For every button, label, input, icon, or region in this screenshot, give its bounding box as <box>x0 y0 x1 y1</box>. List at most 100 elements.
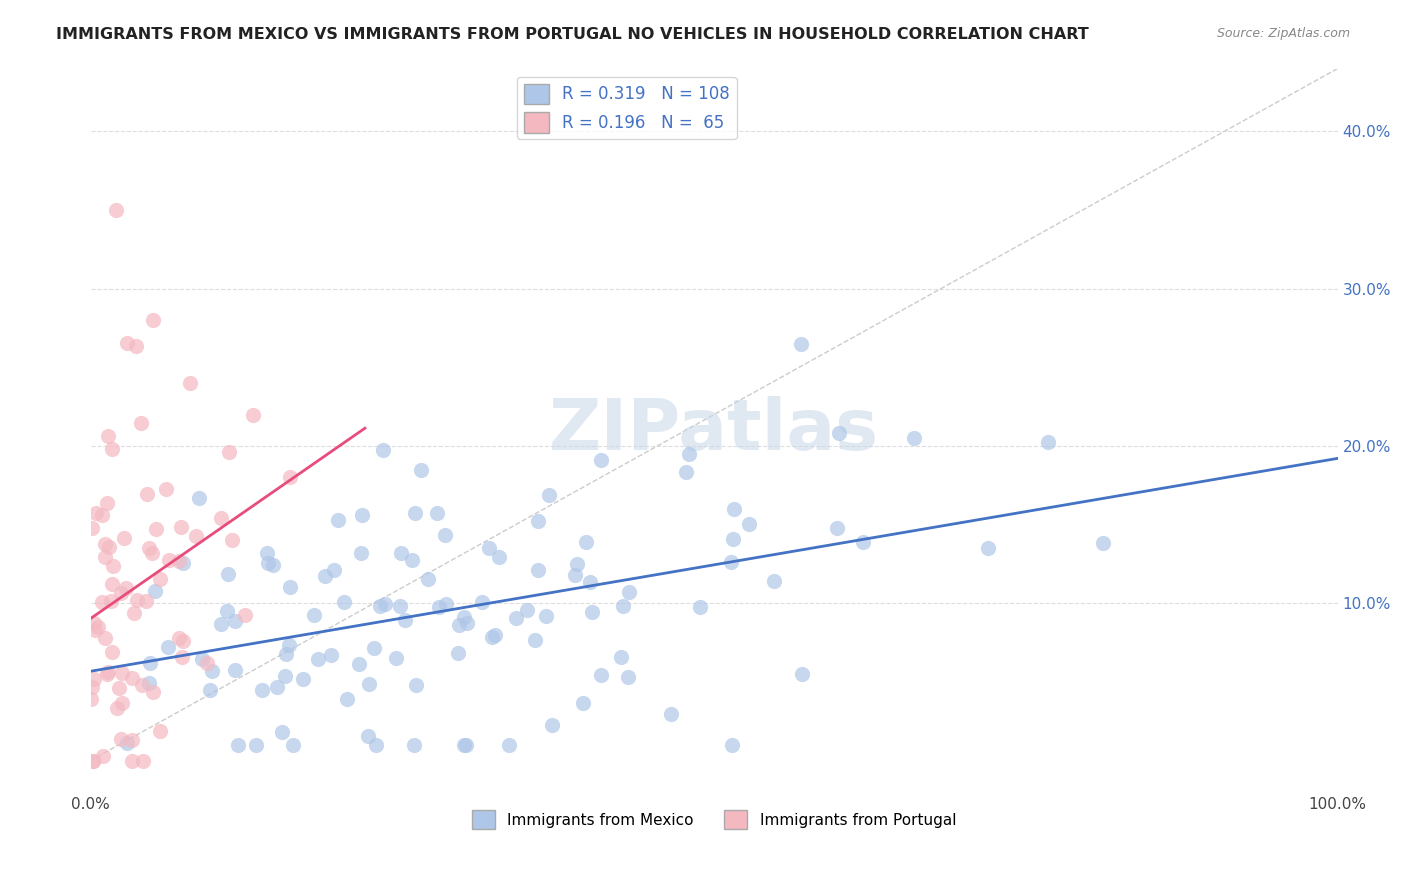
Point <box>368 599 391 613</box>
Point <box>278 580 301 594</box>
Point <box>1036 434 1059 449</box>
Point <box>790 667 813 681</box>
Point <box>226 738 249 752</box>
Point <box>149 723 172 738</box>
Point <box>224 614 246 628</box>
Point <box>93 631 115 645</box>
Point <box>505 610 527 624</box>
Point <box>86 619 108 633</box>
Point <box>471 595 494 609</box>
Point <box>270 725 292 739</box>
Point <box>172 557 194 571</box>
Point <box>167 554 190 568</box>
Point <box>689 600 711 615</box>
Point <box>314 569 336 583</box>
Point <box>157 553 180 567</box>
Point <box>262 558 284 572</box>
Point <box>172 633 194 648</box>
Point <box>186 529 208 543</box>
Point <box>242 408 264 422</box>
Point <box>357 677 380 691</box>
Point <box>112 531 135 545</box>
Point <box>94 549 117 564</box>
Point <box>371 443 394 458</box>
Point <box>131 678 153 692</box>
Point <box>484 628 506 642</box>
Point <box>121 671 143 685</box>
Point <box>678 447 700 461</box>
Point <box>527 514 550 528</box>
Point <box>96 496 118 510</box>
Point <box>97 429 120 443</box>
Point <box>170 649 193 664</box>
Point <box>256 546 278 560</box>
Point <box>135 594 157 608</box>
Point <box>170 520 193 534</box>
Point <box>97 665 120 679</box>
Point <box>117 336 139 351</box>
Point <box>524 632 547 647</box>
Text: ZIPatlas: ZIPatlas <box>550 396 879 465</box>
Point <box>155 483 177 497</box>
Point <box>456 615 478 630</box>
Point <box>257 556 280 570</box>
Point <box>145 583 167 598</box>
Point <box>456 738 478 752</box>
Point <box>572 696 595 710</box>
Point <box>217 604 239 618</box>
Point <box>209 511 232 525</box>
Point <box>350 508 373 522</box>
Point <box>675 466 697 480</box>
Point <box>434 597 457 611</box>
Point <box>977 541 1000 556</box>
Point <box>292 673 315 687</box>
Point <box>98 540 121 554</box>
Point <box>110 586 132 600</box>
Point <box>96 667 118 681</box>
Point <box>91 595 114 609</box>
Point <box>218 445 240 459</box>
Point <box>277 638 299 652</box>
Point <box>350 546 373 560</box>
Point <box>617 585 640 599</box>
Point <box>135 487 157 501</box>
Point <box>612 599 634 613</box>
Point <box>80 681 103 695</box>
Point <box>273 669 295 683</box>
Point <box>427 600 450 615</box>
Point <box>567 557 589 571</box>
Point <box>394 613 416 627</box>
Point <box>302 608 325 623</box>
Point <box>121 754 143 768</box>
Text: Source: ZipAtlas.com: Source: ZipAtlas.com <box>1216 27 1350 40</box>
Point <box>221 533 243 547</box>
Point <box>83 624 105 638</box>
Point <box>156 640 179 654</box>
Point <box>115 582 138 596</box>
Point <box>326 513 349 527</box>
Point <box>564 568 586 582</box>
Point <box>131 754 153 768</box>
Point <box>278 470 301 484</box>
Point <box>83 616 105 631</box>
Point <box>105 701 128 715</box>
Point <box>84 507 107 521</box>
Point <box>426 506 449 520</box>
Point <box>347 657 370 671</box>
Point <box>138 676 160 690</box>
Point <box>122 607 145 621</box>
Point <box>721 738 744 752</box>
Point <box>827 521 849 535</box>
Point <box>91 508 114 522</box>
Point <box>111 665 134 680</box>
Point <box>852 535 875 549</box>
Point <box>179 376 201 390</box>
Point <box>536 609 558 624</box>
Point <box>575 534 598 549</box>
Point <box>101 577 124 591</box>
Point <box>187 491 209 505</box>
Point <box>591 453 613 467</box>
Point <box>224 663 246 677</box>
Point <box>121 733 143 747</box>
Point <box>141 546 163 560</box>
